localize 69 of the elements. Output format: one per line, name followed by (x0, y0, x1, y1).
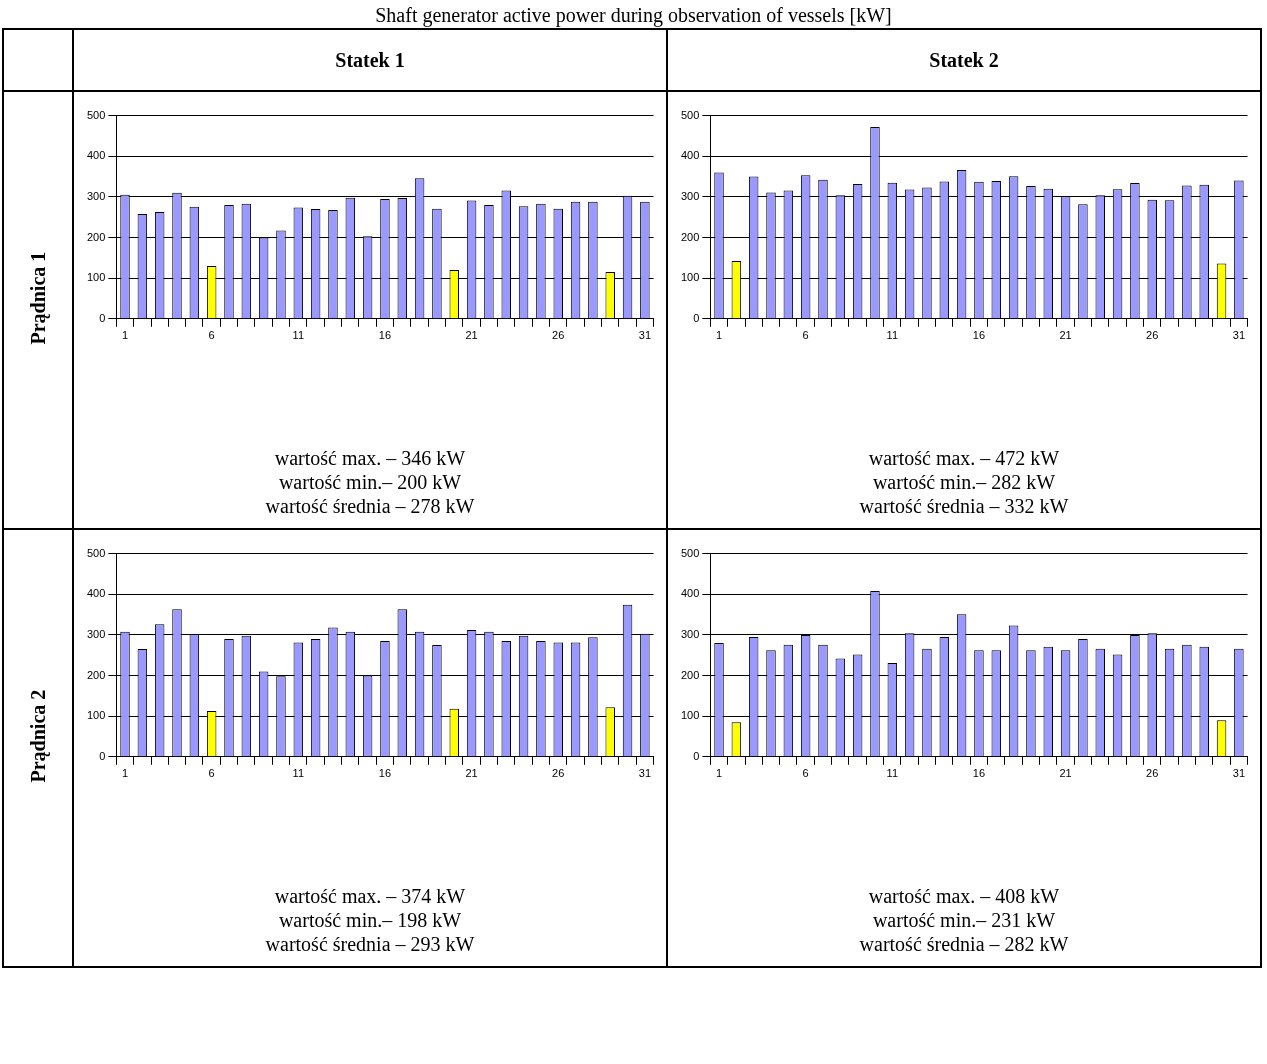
text: wartość max. – 472 kW (868, 447, 1060, 469)
x-tick-label: 21 (465, 767, 478, 780)
y-tick-label: 400 (86, 149, 106, 162)
x-tick-label: 26 (1146, 329, 1159, 342)
y-tick-label: 100 (680, 709, 700, 722)
x-tick-label: 1 (121, 329, 129, 342)
x-tick-label: 26 (552, 329, 565, 342)
x-tick-label: 6 (208, 767, 215, 780)
x-tick-label: 11 (886, 329, 899, 342)
y-tick-label: 0 (99, 749, 106, 762)
x-tick-label: 6 (208, 329, 215, 342)
text: wartość średnia – 282 kW (859, 933, 1069, 955)
text: wartość min.– 231 kW (872, 909, 1056, 931)
x-tick-label: 16 (972, 329, 986, 342)
x-tick-label: 16 (972, 767, 986, 780)
x-tick-label: 1 (121, 767, 129, 780)
x-tick-label: 11 (292, 767, 305, 780)
x-tick-label: 21 (465, 329, 478, 342)
text: wartość min.– 200 kW (278, 471, 462, 493)
y-tick-label: 500 (86, 546, 106, 559)
text: wartość min.– 282 kW (872, 471, 1056, 493)
x-tick-label: 1 (715, 329, 723, 342)
y-tick-label: 200 (86, 668, 106, 681)
x-tick-label: 16 (378, 329, 392, 342)
y-tick-label: 400 (680, 149, 700, 162)
text: Prądnica 2 (26, 689, 50, 782)
text: Prądnica 1 (26, 251, 50, 344)
y-tick-label: 500 (680, 108, 700, 121)
text: wartość max. – 346 kW (274, 447, 466, 469)
text: wartość średnia – 278 kW (265, 495, 475, 517)
text: Statek 2 (667, 29, 1261, 91)
x-tick-label: 16 (378, 767, 392, 780)
x-tick-label: 31 (638, 329, 652, 342)
y-tick-label: 500 (680, 546, 700, 559)
y-tick-label: 200 (680, 668, 700, 681)
x-tick-label: 26 (552, 767, 565, 780)
x-tick-label: 31 (1232, 767, 1246, 780)
y-tick-label: 0 (693, 311, 700, 324)
text: Shaft generator active power during observation of vessels [kW] (374, 3, 893, 28)
y-tick-label: 200 (680, 230, 700, 243)
text: wartość max. – 408 kW (868, 885, 1060, 907)
text: wartość min.– 198 kW (278, 909, 462, 931)
text: wartość średnia – 332 kW (859, 495, 1069, 517)
y-tick-label: 300 (680, 627, 700, 640)
y-tick-label: 400 (86, 587, 106, 600)
y-tick-label: 0 (693, 749, 700, 762)
y-tick-label: 300 (86, 627, 106, 640)
y-tick-label: 0 (99, 311, 106, 324)
x-tick-label: 31 (638, 767, 652, 780)
text: wartość średnia – 293 kW (265, 933, 475, 955)
x-tick-label: 31 (1232, 329, 1246, 342)
x-tick-label: 6 (802, 767, 809, 780)
y-tick-label: 500 (86, 108, 106, 121)
x-tick-label: 21 (1059, 767, 1072, 780)
y-tick-label: 100 (86, 271, 106, 284)
x-tick-label: 6 (802, 329, 809, 342)
x-tick-label: 21 (1059, 329, 1072, 342)
text: Statek 1 (73, 29, 667, 91)
y-tick-label: 400 (680, 587, 700, 600)
text: wartość max. – 374 kW (274, 885, 466, 907)
y-tick-label: 100 (86, 709, 106, 722)
y-tick-label: 300 (680, 189, 700, 202)
x-tick-label: 11 (292, 329, 305, 342)
x-tick-label: 26 (1146, 767, 1159, 780)
x-tick-label: 1 (715, 767, 723, 780)
y-tick-label: 300 (86, 189, 106, 202)
y-tick-label: 100 (680, 271, 700, 284)
y-tick-label: 200 (86, 230, 106, 243)
x-tick-label: 11 (886, 767, 899, 780)
